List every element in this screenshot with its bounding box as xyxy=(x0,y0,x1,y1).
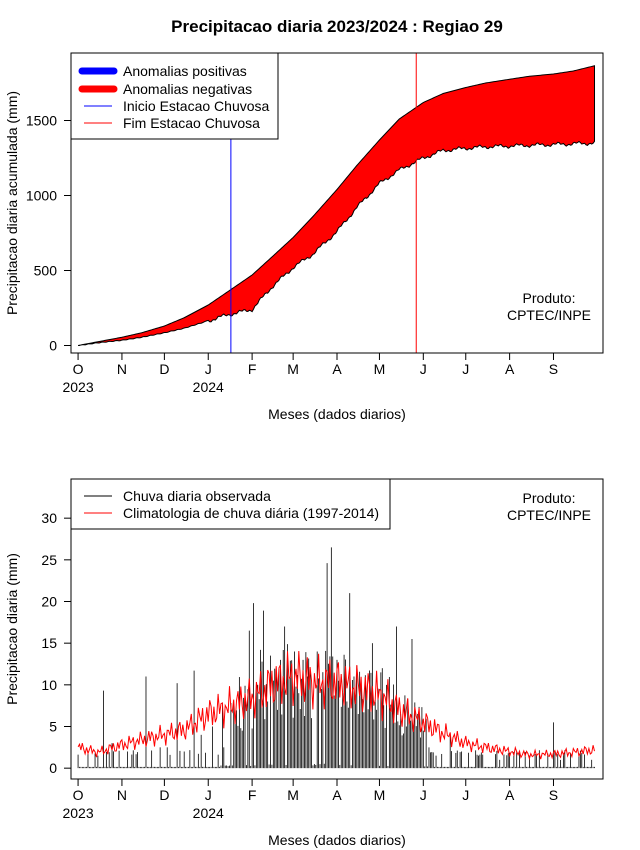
top-x-tick-label: O xyxy=(73,361,84,377)
bottom-x-tick-label: F xyxy=(248,787,257,803)
top-x-tick-label: M xyxy=(287,361,299,377)
daily-precipitation-panel: O N D J F M A M J J A S 2023 2024 0 5 10 15 20 25 30 Meses (… xyxy=(4,478,604,848)
bottom-year-label: 2023 xyxy=(62,805,93,821)
top-x-tick-label: S xyxy=(549,361,558,377)
legend-label-negative: Anomalias negativas xyxy=(123,81,252,97)
top-product-label: Produto: xyxy=(523,290,576,306)
bottom-product-credit: CPTEC/INPE xyxy=(507,507,591,523)
bottom-y-tick-label: 15 xyxy=(41,635,57,651)
bottom-legend-box xyxy=(70,478,391,530)
top-year-label: 2024 xyxy=(193,379,224,395)
top-y-tick-label: 1000 xyxy=(26,188,57,204)
legend-label-observed: Chuva diaria observada xyxy=(123,488,271,504)
bottom-x-tick-label: S xyxy=(549,787,558,803)
top-x-tick-label: F xyxy=(248,361,257,377)
bottom-y-tick-label: 20 xyxy=(41,594,57,610)
top-y-tick-label: 500 xyxy=(34,263,58,279)
bottom-axes: O N D J F M A M J J A S 2023 2024 0 5 10 15 20 25 30 xyxy=(41,510,558,821)
observed-rain-bars xyxy=(77,547,595,769)
daily-plot-area xyxy=(77,547,595,769)
top-axes: O N D J F M A M J J A S 2023 2024 0 500 1000 1500 xyxy=(26,113,558,396)
bottom-x-tick-label: M xyxy=(287,787,299,803)
bottom-y-tick-label: 0 xyxy=(49,760,57,776)
bottom-y-tick-label: 25 xyxy=(41,552,57,568)
top-legend: Anomalias positivas Anomalias negativas … xyxy=(70,52,279,140)
accumulated-precipitation-panel: Precipitacao diaria 2023/2024 : Regiao 2… xyxy=(4,17,604,422)
top-y-tick-label: 1500 xyxy=(26,113,57,129)
bottom-x-tick-label: D xyxy=(159,787,169,803)
bottom-x-tick-label: A xyxy=(505,787,515,803)
bottom-x-tick-label: J xyxy=(420,787,427,803)
legend-label-climatology: Climatologia de chuva diária (1997-2014) xyxy=(123,505,379,521)
top-y-tick-label: 0 xyxy=(49,338,57,354)
top-x-axis-label: Meses (dados diarios) xyxy=(268,406,406,422)
top-x-tick-label: J xyxy=(205,361,212,377)
climatology-line xyxy=(77,650,595,761)
bottom-product-label: Produto: xyxy=(523,490,576,506)
top-year-label: 2023 xyxy=(62,379,93,395)
bottom-x-tick-label: O xyxy=(73,787,84,803)
legend-label-season-end: Fim Estacao Chuvosa xyxy=(123,115,260,131)
bottom-x-tick-label: J xyxy=(205,787,212,803)
legend-label-positive: Anomalias positivas xyxy=(123,63,247,79)
top-y-axis-label: Precipitacao diaria acumulada (mm) xyxy=(4,91,20,315)
negative-anomaly-area xyxy=(77,65,596,346)
top-x-tick-label: A xyxy=(505,361,515,377)
bottom-y-axis-label: Precipitacao diaria (mm) xyxy=(4,553,20,705)
top-x-tick-label: D xyxy=(159,361,169,377)
top-x-tick-label: A xyxy=(332,361,342,377)
bottom-x-tick-label: J xyxy=(462,787,469,803)
bottom-legend: Chuva diaria observada Climatologia de c… xyxy=(70,478,391,530)
bottom-y-tick-label: 10 xyxy=(41,677,57,693)
bottom-x-tick-label: N xyxy=(117,787,127,803)
top-product-credit: CPTEC/INPE xyxy=(507,307,591,323)
bottom-y-tick-label: 5 xyxy=(49,719,57,735)
bottom-x-tick-label: M xyxy=(374,787,386,803)
legend-label-season-start: Inicio Estacao Chuvosa xyxy=(123,98,270,114)
bottom-year-label: 2024 xyxy=(193,805,224,821)
bottom-x-tick-label: A xyxy=(332,787,342,803)
top-x-tick-label: J xyxy=(462,361,469,377)
top-x-tick-label: J xyxy=(420,361,427,377)
top-x-tick-label: N xyxy=(117,361,127,377)
top-legend-box xyxy=(70,52,279,140)
chart-title: Precipitacao diaria 2023/2024 : Regiao 2… xyxy=(171,17,503,36)
bottom-y-tick-label: 30 xyxy=(41,510,57,526)
top-x-tick-label: M xyxy=(374,361,386,377)
bottom-x-axis-label: Meses (dados diarios) xyxy=(268,832,406,848)
